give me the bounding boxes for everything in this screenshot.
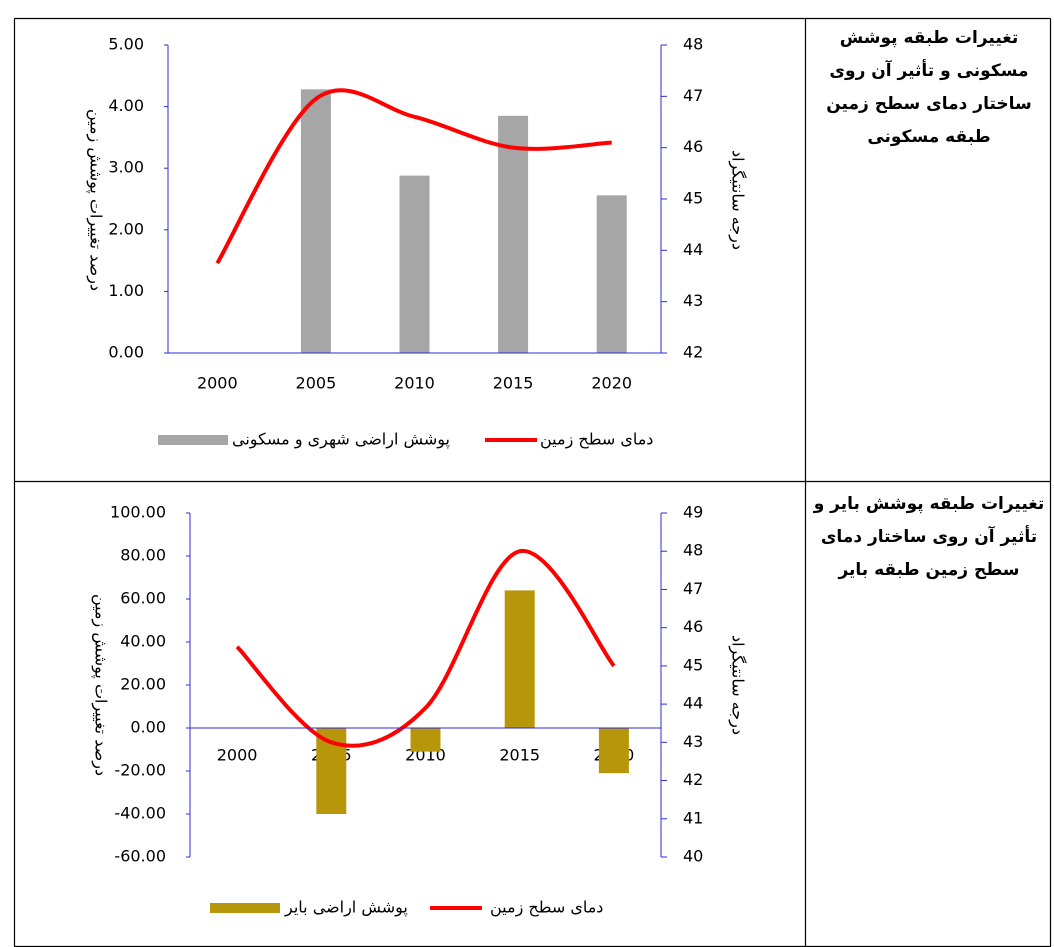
y2-tick-label: 40 <box>683 847 703 866</box>
y-tick-label: -20.00 <box>114 761 166 780</box>
y2-tick-label: 41 <box>683 808 703 827</box>
legend-label: دمای سطح زمین <box>490 898 603 918</box>
x-tick-label: 2015 <box>493 374 534 393</box>
y2-tick-label: 48 <box>683 35 703 54</box>
x-tick-label: 2005 <box>296 374 337 393</box>
y-tick-label: 5.00 <box>108 35 144 54</box>
y-tick-label: 4.00 <box>108 96 144 115</box>
bar <box>410 728 441 752</box>
bar <box>596 195 627 353</box>
y2-tick-label: 47 <box>683 86 703 105</box>
y2-tick-label: 44 <box>683 694 703 713</box>
y2-tick-label: 42 <box>683 770 703 789</box>
y-tick-label: 3.00 <box>108 158 144 177</box>
y2-tick-label: 49 <box>683 503 703 522</box>
bar <box>504 590 535 728</box>
legend-swatch <box>210 903 280 913</box>
y2-tick-label: 45 <box>683 189 703 208</box>
y-tick-label: 100.00 <box>110 503 166 522</box>
y2-tick-label: 43 <box>683 732 703 751</box>
row-label: تغییرات طبقه پوشش بایر و تأثیر آن روی سا… <box>813 494 1045 580</box>
bar <box>498 115 529 353</box>
legend-swatch <box>158 435 228 445</box>
y-tick-label: 0.00 <box>130 718 166 737</box>
y-axis-label: درصد تغییرات پوشش زمین <box>91 594 111 776</box>
line-series <box>235 549 616 748</box>
x-tick-label: 2020 <box>591 374 632 393</box>
x-tick-label: 2000 <box>217 746 258 765</box>
y2-tick-label: 46 <box>683 617 703 636</box>
y2-tick-label: 47 <box>683 579 703 598</box>
y-tick-label: -40.00 <box>114 804 166 823</box>
y2-tick-label: 42 <box>683 343 703 362</box>
legend-label: پوشش اراضی شهری و مسکونی <box>232 430 450 450</box>
y-axis-label: درصد تغییرات پوشش زمین <box>86 109 106 291</box>
table-borders <box>13 17 1052 947</box>
y-tick-label: 40.00 <box>120 632 166 651</box>
y-tick-label: 60.00 <box>120 589 166 608</box>
y2-axis-label: درجه سانتیگراد <box>728 150 748 250</box>
bar <box>598 728 629 774</box>
y2-tick-label: 48 <box>683 541 703 560</box>
x-tick-label: 2000 <box>197 374 238 393</box>
bar <box>399 175 430 353</box>
y2-tick-label: 46 <box>683 137 703 156</box>
y-tick-label: 1.00 <box>108 281 144 300</box>
y-tick-label: 20.00 <box>120 675 166 694</box>
x-tick-label: 2015 <box>499 746 540 765</box>
line-series <box>215 88 612 265</box>
y2-axis-label: درجه سانتیگراد <box>728 635 748 735</box>
row-label: تغییرات طبقه پوشش مسکونی و تأثیر آن روی … <box>826 28 1032 147</box>
y2-tick-label: 45 <box>683 655 703 674</box>
y-tick-label: 80.00 <box>120 546 166 565</box>
y2-tick-label: 43 <box>683 291 703 310</box>
legend-label: دمای سطح زمین <box>540 430 653 450</box>
y-tick-label: 2.00 <box>108 219 144 238</box>
bar <box>300 89 331 354</box>
y2-tick-label: 44 <box>683 240 703 259</box>
x-tick-label: 2010 <box>394 374 435 393</box>
y-tick-label: -60.00 <box>114 847 166 866</box>
y-tick-label: 0.00 <box>108 343 144 362</box>
legend-label: پوشش اراضی بایر <box>284 898 408 918</box>
